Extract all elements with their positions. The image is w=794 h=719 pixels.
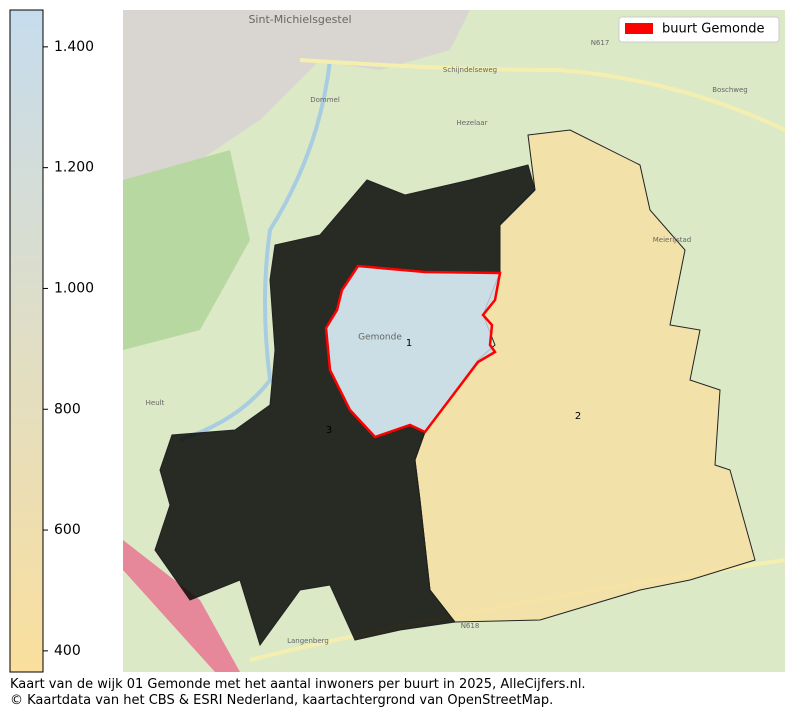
place-name: N618 — [461, 622, 480, 630]
colorbar-tick-label: 400 — [54, 643, 81, 659]
caption: Kaart van de wijk 01 Gemonde met het aan… — [10, 677, 586, 692]
region-label: 2 — [575, 411, 581, 422]
place-name: Heult — [146, 399, 165, 407]
region-label: 1 — [406, 338, 412, 349]
caption: © Kaartdata van het CBS & ESRI Nederland… — [10, 693, 554, 708]
place-name: Langenberg — [287, 637, 329, 645]
colorbar-tick-label: 1.000 — [54, 280, 94, 296]
colorbar — [9, 9, 44, 673]
colorbar-tick-label: 1.400 — [54, 39, 94, 55]
legend-box — [618, 16, 780, 43]
map-figure: 1 2 3 Sint-Michielsgestel N617 Schijndelseweg… — [9, 9, 786, 673]
colorbar-tick-label: 600 — [54, 522, 81, 538]
place-name: Sint-Michielsgestel — [248, 13, 351, 26]
place-name: N617 — [591, 39, 610, 47]
legend: buurt Gemonde — [618, 16, 780, 43]
region — [324, 264, 502, 439]
place-name: Dommel — [310, 96, 340, 104]
legend-swatch — [625, 23, 653, 34]
colorbar-tick-label: 1.200 — [54, 160, 94, 176]
place-name: Boschweg — [712, 86, 748, 94]
place-name: Schijndelseweg — [443, 66, 497, 74]
colorbar-tick-label: 800 — [54, 401, 81, 417]
region-label: 3 — [326, 425, 332, 436]
regions — [154, 129, 756, 647]
legend-label: buurt Gemonde — [662, 22, 764, 37]
place-name: Hezelaar — [457, 119, 488, 127]
place-name: Gemonde — [358, 333, 402, 343]
place-name: Meierijstad — [653, 236, 692, 244]
